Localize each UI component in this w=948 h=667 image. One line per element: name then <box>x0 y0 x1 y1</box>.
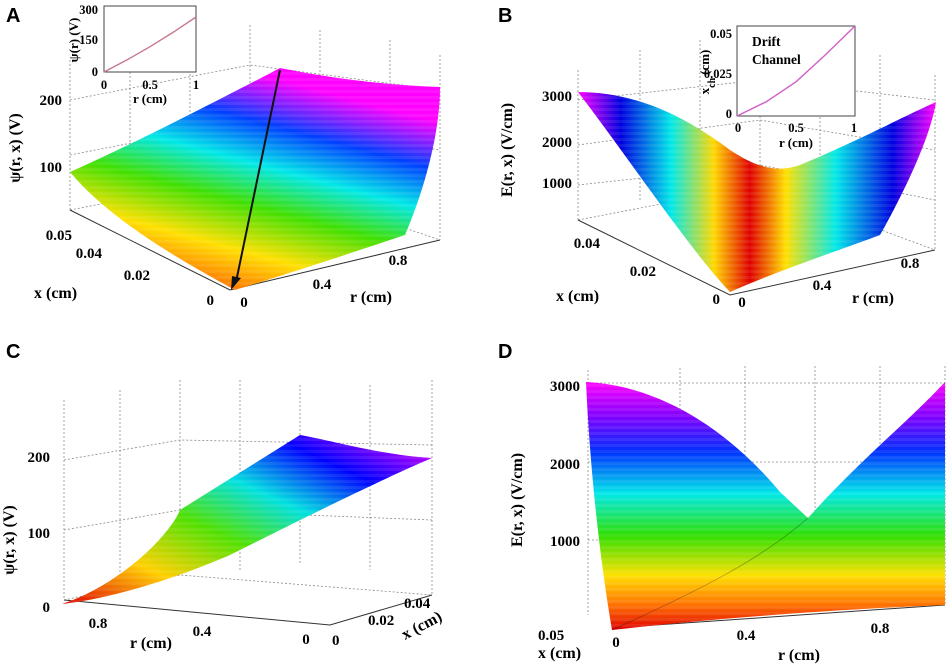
a-ztick-100: 100 <box>40 160 63 176</box>
panel-b: B Drift Channel 0.05 0.025 0 0 0.5 1 r (… <box>498 5 936 311</box>
d-rlabel: r (cm) <box>778 647 820 664</box>
c-zlabel: ψ(r, x) (V) <box>1 505 18 575</box>
a-xlabel: x (cm) <box>34 285 77 302</box>
b-zlabel: E(r, x) (V/cm) <box>499 103 516 197</box>
a-xtick-004: 0.04 <box>76 246 103 262</box>
c-ztick-100: 100 <box>28 526 51 542</box>
inset-a-ylabel: ψ(r) (V) <box>66 18 81 63</box>
panel-a-surface-shading <box>70 68 440 290</box>
c-xtick-002: 0.02 <box>368 613 394 629</box>
d-rtick-04: 0.4 <box>737 628 756 644</box>
d-rtick-0: 0 <box>612 635 620 651</box>
c-xtick-004: 0.04 <box>404 596 431 612</box>
panel-label-b: B <box>498 5 512 27</box>
b-xlabel: x (cm) <box>556 288 599 305</box>
inset-b-ytick-005: 0.05 <box>710 27 732 41</box>
b-xtick-0: 0 <box>713 292 721 308</box>
d-zlabel: E(r, x) (V/cm) <box>509 453 526 547</box>
b-rtick-04: 0.4 <box>813 278 832 294</box>
inset-b-ytick-0: 0 <box>726 107 732 121</box>
b-xtick-002: 0.02 <box>630 264 656 280</box>
panel-b-inset-frame <box>736 25 856 117</box>
inset-b-xtick-0: 0 <box>735 121 741 135</box>
c-rtick-04: 0.4 <box>193 624 212 640</box>
panel-d-surface-shading <box>586 382 945 630</box>
d-ztick-1000: 1000 <box>550 534 580 550</box>
a-rtick-04: 0.4 <box>313 277 332 293</box>
inset-a-ytick-150: 150 <box>79 33 98 47</box>
panel-label-d: D <box>498 341 512 363</box>
b-ztick-3000: 3000 <box>542 89 572 105</box>
panel-b-surface-shading <box>578 92 936 292</box>
panel-c-surface-shading <box>62 435 432 604</box>
c-xlabel: x (cm) <box>399 608 445 643</box>
c-rtick-08: 0.8 <box>89 616 108 632</box>
inset-b-ylabel: xch(cm) <box>697 50 718 95</box>
c-rtick-0: 0 <box>302 632 310 648</box>
b-ztick-2000: 2000 <box>542 135 572 151</box>
d-xtick-005: 0.05 <box>538 628 564 644</box>
panel-label-c: C <box>6 341 20 363</box>
inset-a-xtick-05: 0.5 <box>142 78 158 92</box>
c-ztick-200: 200 <box>28 450 51 466</box>
c-xtick-0: 0 <box>332 633 340 649</box>
b-ztick-1000: 1000 <box>542 176 572 192</box>
panel-label-a: A <box>6 5 20 27</box>
a-xtick-002: 0.02 <box>124 268 150 284</box>
inset-b-annotation-line1: Drift <box>752 34 781 49</box>
drift-arrow <box>231 69 281 290</box>
panel-a-inset-line <box>103 16 197 73</box>
c-rlabel: r (cm) <box>130 635 172 652</box>
a-ztick-200: 200 <box>40 93 63 109</box>
inset-b-xtick-05: 0.5 <box>788 121 804 135</box>
inset-a-xtick-0: 0 <box>101 78 107 92</box>
d-ztick-3000: 3000 <box>550 379 580 395</box>
panel-c: C 200 100 0 ψ(r, x) (V) 0.8 0.4 0 r (cm)… <box>1 341 445 652</box>
d-ztick-2000: 2000 <box>550 457 580 473</box>
inset-b-ytick-0025: 0.025 <box>704 67 732 81</box>
panel-a-inset: 300 150 0 0 0.5 1 r (cm) ψ(r) (V) <box>66 3 199 106</box>
inset-b-xlabel: r (cm) <box>779 135 813 150</box>
b-xtick-004: 0.04 <box>574 236 601 252</box>
a-rlabel: r (cm) <box>350 289 392 306</box>
inset-b-annotation-line2: Channel <box>752 52 801 67</box>
inset-a-xlabel: r (cm) <box>133 91 167 106</box>
panel-d: D 3000 2000 1000 E(r, x) (V/cm) 0.05 x (… <box>498 341 946 664</box>
a-xtick-005: 0.05 <box>46 228 72 244</box>
inset-b-xtick-1: 1 <box>851 121 857 135</box>
panel-a: A 300 150 0 0 0.5 1 r (cm) ψ(r) (V) 200 … <box>6 3 441 311</box>
panel-d-surface-fold <box>611 517 809 631</box>
d-rtick-08: 0.8 <box>871 621 890 637</box>
a-rtick-08: 0.8 <box>389 253 408 269</box>
a-zlabel: ψ(r, x) (V) <box>7 113 24 183</box>
panel-b-inset: Drift Channel 0.05 0.025 0 0 0.5 1 r (cm… <box>697 25 857 150</box>
inset-a-ytick-300: 300 <box>79 3 98 17</box>
b-rlabel: r (cm) <box>852 290 894 307</box>
inset-a-xtick-1: 1 <box>193 78 199 92</box>
a-rtick-0: 0 <box>240 295 248 311</box>
inset-a-ytick-0: 0 <box>92 65 98 79</box>
a-xtick-0: 0 <box>207 293 215 309</box>
panel-a-inset-frame <box>103 5 197 73</box>
d-xlabel: x (cm) <box>538 645 581 662</box>
b-rtick-08: 0.8 <box>901 256 920 272</box>
c-ztick-0: 0 <box>43 600 51 616</box>
b-rtick-0: 0 <box>738 295 746 311</box>
panel-b-inset-line <box>736 25 856 117</box>
